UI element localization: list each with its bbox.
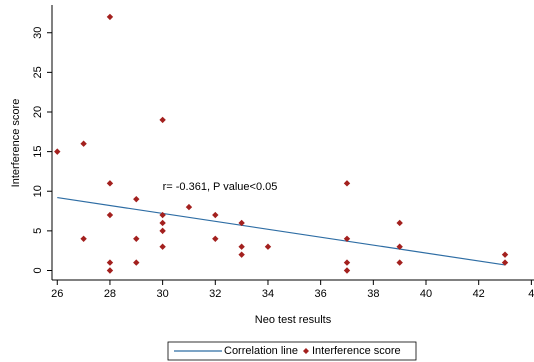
point — [212, 211, 219, 219]
point — [80, 235, 87, 242]
point — [396, 219, 403, 227]
x-tick-label: 42 — [473, 288, 485, 300]
point — [343, 267, 351, 274]
y-tick-label: 5 — [32, 228, 44, 234]
y-tick-label: 20 — [32, 106, 44, 118]
x-tick-label: 30 — [156, 288, 168, 300]
point — [106, 13, 114, 21]
point — [106, 211, 114, 219]
point — [501, 259, 509, 266]
legend: Correlation line Interference score — [167, 341, 417, 361]
point — [54, 148, 61, 155]
y-tick-label: 15 — [32, 145, 44, 157]
point — [212, 235, 219, 242]
x-tick-label: 38 — [367, 288, 379, 300]
x-tick-label: 36 — [315, 288, 327, 300]
point — [264, 243, 272, 250]
y-tick-label: 30 — [32, 27, 44, 39]
point — [396, 243, 403, 250]
point — [159, 116, 166, 124]
point — [106, 259, 114, 266]
point — [106, 180, 114, 187]
x-tick-label: 34 — [262, 288, 274, 300]
x-tick-label: 28 — [104, 288, 116, 300]
annotation: r= -0.361, P value<0.05 — [163, 181, 278, 193]
y-axis-label: Interference score — [10, 99, 22, 188]
point — [159, 219, 166, 227]
x-tick-label: 26 — [51, 288, 63, 300]
x-tick-label: 4 — [528, 288, 534, 300]
legend-label: Interference score — [312, 345, 401, 357]
point — [159, 243, 166, 250]
point — [133, 259, 140, 266]
point — [343, 259, 351, 266]
point — [185, 203, 193, 211]
point — [159, 211, 166, 219]
point — [80, 140, 87, 147]
point — [106, 267, 114, 274]
point — [238, 243, 245, 250]
point — [343, 180, 351, 187]
y-tick-label: 10 — [32, 185, 44, 197]
legend-label: Correlation line — [224, 345, 298, 357]
point — [133, 235, 140, 242]
point — [501, 251, 509, 258]
point — [238, 251, 245, 258]
y-tick-label: 0 — [32, 267, 44, 273]
point — [238, 219, 245, 227]
x-axis-label: Neo test results — [255, 314, 332, 326]
point — [396, 259, 403, 266]
legend-box — [167, 341, 417, 361]
y-tick-label: 25 — [32, 66, 44, 78]
x-tick-label: 32 — [209, 288, 221, 300]
point — [159, 227, 166, 235]
point — [343, 235, 351, 242]
x-tick-label: 40 — [420, 288, 432, 300]
point — [133, 195, 140, 203]
legend-marker — [302, 348, 309, 354]
correlation-line — [57, 196, 506, 266]
